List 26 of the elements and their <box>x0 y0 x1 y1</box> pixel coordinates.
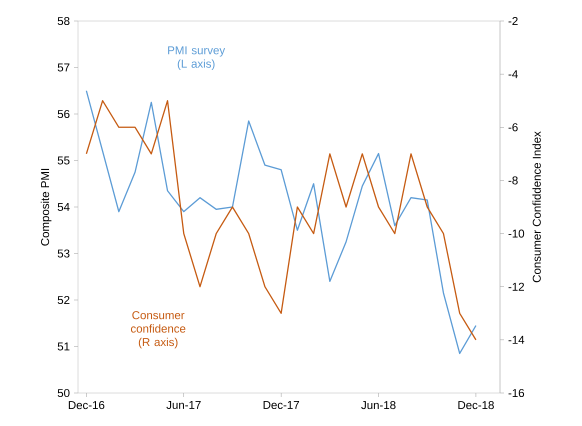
y-tick-label: 56 <box>58 110 70 118</box>
y-tick-label: 51 <box>58 342 70 350</box>
y2-tick-label: -10 <box>508 230 524 238</box>
y-tick-label: 57 <box>58 64 70 72</box>
y-tick-label: 52 <box>58 296 70 304</box>
x-tick-label: Jun-18 <box>361 401 396 410</box>
y-tick-label: 50 <box>58 388 70 398</box>
x-tick-label: Dec-16 <box>68 401 104 410</box>
y2-tick-label: -4 <box>508 70 518 78</box>
y2-tick-label: -14 <box>508 336 524 344</box>
y2-tick-label: -6 <box>508 123 518 132</box>
y2-tick-label: -2 <box>508 16 518 25</box>
y2-tick-label: -16 <box>508 388 524 398</box>
y2-axis-title: Consumer Confiddence Index <box>532 131 541 282</box>
x-tick-label: Jun-17 <box>166 401 201 410</box>
text: PMI survey (L axis) <box>168 46 226 70</box>
y-tick-label: 53 <box>58 249 70 258</box>
y-tick-label: 54 <box>58 203 70 211</box>
x-tick-label: Dec-17 <box>264 401 300 410</box>
y2-tick-label: -12 <box>508 282 524 291</box>
y2-tick-label: -8 <box>508 176 518 184</box>
y-tick-label: 55 <box>58 156 70 164</box>
x-tick-label: Dec-18 <box>458 401 494 410</box>
text: Consumer confidence (R axis) <box>130 311 186 348</box>
y-axis-title: Composite PMI <box>40 168 52 246</box>
y-tick-label: 58 <box>58 16 70 26</box>
